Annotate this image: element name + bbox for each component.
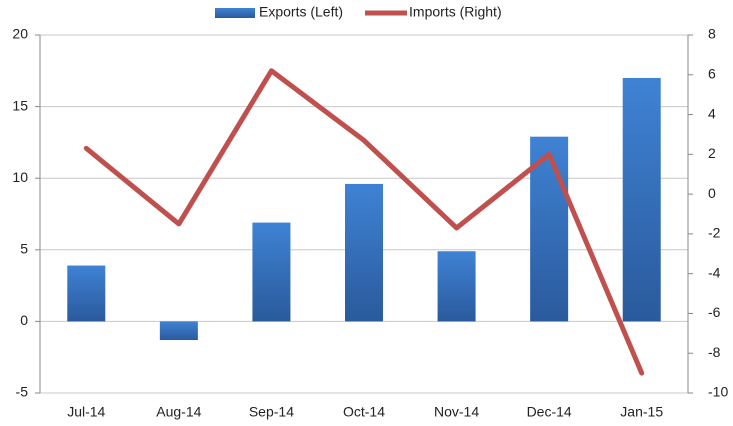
x-tick-label: Aug-14 xyxy=(156,404,201,420)
y2-tick-label: -10 xyxy=(708,384,728,400)
y-tick-label: 15 xyxy=(12,97,28,113)
bar xyxy=(67,265,106,322)
y2-tick-label: 0 xyxy=(708,185,716,201)
x-tick-label: Dec-14 xyxy=(527,404,572,420)
line xyxy=(83,68,645,376)
y2-tick-label: 8 xyxy=(708,26,716,42)
x-tick-label: Oct-14 xyxy=(343,404,385,420)
y2-tick-label: -6 xyxy=(708,304,721,320)
y-tick-label: 0 xyxy=(20,312,28,328)
legend-swatch xyxy=(215,8,255,18)
x-tick-label: Jul-14 xyxy=(67,404,105,420)
y-tick-label: 5 xyxy=(20,241,28,257)
y-tick-label: 10 xyxy=(12,169,28,185)
x-tick-label: Sep-14 xyxy=(249,404,294,420)
y2-tick-label: -4 xyxy=(708,264,721,280)
legend-label: Imports (Right) xyxy=(409,4,502,20)
bar xyxy=(622,77,661,322)
x-tick-label: Nov-14 xyxy=(434,404,479,420)
y2-tick-label: 4 xyxy=(708,105,716,121)
y2-tick-label: 6 xyxy=(708,65,716,81)
bar xyxy=(159,321,198,341)
y-tick-label: -5 xyxy=(16,384,29,400)
y2-tick-label: 2 xyxy=(708,145,716,161)
legend-label: Exports (Left) xyxy=(259,4,343,20)
y2-tick-label: -8 xyxy=(708,344,721,360)
bar xyxy=(345,183,383,322)
bar xyxy=(252,222,291,322)
bar xyxy=(437,251,476,322)
y-tick-label: 20 xyxy=(12,26,28,42)
x-tick-label: Jan-15 xyxy=(620,404,663,420)
y2-tick-label: -2 xyxy=(708,225,721,241)
